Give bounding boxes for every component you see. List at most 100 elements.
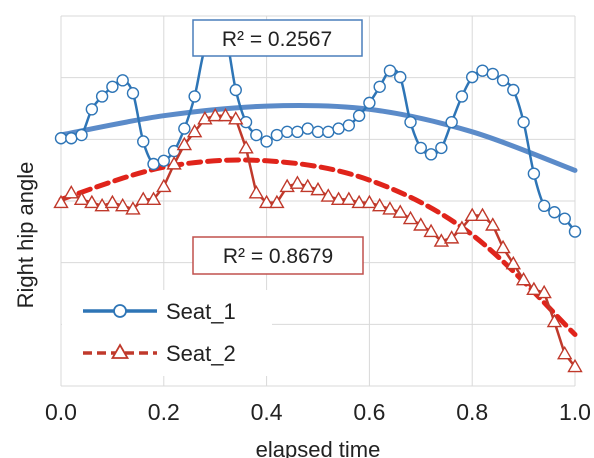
seat-2-point <box>310 181 326 196</box>
seat-1-point <box>466 70 479 84</box>
seat-2-point <box>443 230 460 244</box>
seat-1-point <box>568 225 582 238</box>
seat-1-point <box>548 206 561 219</box>
seat-1-point <box>85 103 99 116</box>
legend-label-seat-2: Seat_2 <box>166 341 236 366</box>
seat-1-point <box>54 132 68 145</box>
seat-2-point <box>567 358 583 373</box>
seat-2-point <box>536 284 552 299</box>
seat-2-point <box>84 194 100 209</box>
seat-1-point <box>476 64 489 77</box>
seat-2-point <box>63 185 79 199</box>
seat-1-point <box>486 67 499 81</box>
seat-2-point <box>238 140 254 154</box>
x-axis-ticks: 0.0 0.2 0.4 0.6 0.8 1.0 <box>45 399 591 425</box>
seat-2-point <box>320 188 336 202</box>
seat-1-point <box>414 141 427 155</box>
seat-1-point <box>496 74 510 87</box>
seat-1-point <box>537 199 551 213</box>
r2-label-seat-2: R² = 0.8679 <box>192 236 364 275</box>
seat-2-point <box>104 194 121 209</box>
x-tick-label: 0.2 <box>148 399 180 425</box>
seat-2-point <box>300 178 316 193</box>
seat-2-point <box>371 197 388 212</box>
seat-1-point <box>527 167 541 180</box>
legend-background <box>62 290 272 376</box>
seat-2-point <box>186 123 203 138</box>
seat-1-point <box>250 128 263 142</box>
seat-2-point <box>495 239 511 254</box>
seat-2-point <box>464 207 480 222</box>
seat-2-series <box>53 107 583 373</box>
seat-1-point <box>558 212 571 225</box>
seat-2-point <box>125 201 141 215</box>
seat-2-point <box>361 194 378 209</box>
seat-1-point <box>65 132 78 145</box>
seat-1-point <box>517 115 530 129</box>
seat-2-point <box>258 194 275 209</box>
seat-1-point <box>270 128 284 142</box>
seat-2-point <box>269 194 285 209</box>
seat-2-point <box>166 156 182 170</box>
seat-1-point <box>147 157 160 171</box>
seat-1-point <box>507 83 520 97</box>
seat-1-point <box>322 125 335 139</box>
seat-1-point <box>404 115 417 129</box>
seat-1-series <box>54 29 582 238</box>
seat-2-point <box>330 191 347 205</box>
x-tick-label: 0.4 <box>251 399 283 425</box>
seat-2-point <box>402 210 419 225</box>
seat-1-point <box>137 135 150 148</box>
legend-label-seat-1: Seat_1 <box>166 299 236 324</box>
seat-1-point <box>157 154 171 167</box>
seat-2-point <box>248 185 265 199</box>
seat-1-point <box>352 109 366 122</box>
x-tick-label: 0.6 <box>353 399 385 425</box>
seat-1-point <box>75 128 88 142</box>
seat-2-point <box>485 217 501 231</box>
legend: Seat_1 Seat_2 <box>62 290 272 376</box>
seat-2-point <box>454 220 470 234</box>
seat-1-point <box>106 80 119 93</box>
seat-1-point <box>188 90 201 103</box>
r2-label-seat-2-box <box>192 236 364 275</box>
seat-2-point <box>176 136 193 151</box>
legend-item-seat-2: Seat_2 <box>83 341 236 366</box>
seat-1-point <box>229 83 242 97</box>
seat-1-point <box>311 125 325 139</box>
seat-2-point <box>474 207 491 222</box>
x-tick-label: 0.8 <box>456 399 488 425</box>
seat-2-point <box>217 107 234 122</box>
seat-1-point <box>116 74 129 87</box>
seat-2-point <box>546 313 563 328</box>
r2-label-seat-2-text: R² = 0.8679 <box>223 245 333 268</box>
seat-2-point <box>392 204 408 218</box>
legend-item-seat-1: Seat_1 <box>83 299 236 324</box>
seat-1-point <box>445 115 458 129</box>
seat-2-point <box>413 217 429 231</box>
seat-2-point <box>228 111 244 125</box>
seat-1-point <box>435 141 448 155</box>
x-axis-title: elapsed time <box>256 437 381 458</box>
r2-label-seat-1-box <box>192 19 363 57</box>
seat-1-point <box>126 87 140 100</box>
seat-2-point <box>341 191 357 205</box>
seat-1-point <box>373 80 386 93</box>
seat-1-point <box>363 96 376 110</box>
seat-2-point <box>53 194 69 209</box>
x-tick-label: 1.0 <box>559 399 591 425</box>
seat-1-trendline <box>58 102 578 173</box>
seat-1-point <box>178 122 191 135</box>
seat-1-point <box>342 119 356 132</box>
seat-2-point <box>207 107 223 122</box>
seat-1-point <box>280 125 294 139</box>
seat-1-point <box>291 125 304 139</box>
seat-1-trendline-path <box>58 102 578 173</box>
y-axis-title: Right hip angle <box>13 162 38 309</box>
seat-1-point <box>301 122 314 135</box>
seat-1-point <box>239 115 253 129</box>
seat-2-point <box>423 223 439 238</box>
seat-2-point <box>156 178 172 193</box>
legend-marker-seat-2 <box>110 343 130 359</box>
seat-2-point <box>382 201 398 215</box>
